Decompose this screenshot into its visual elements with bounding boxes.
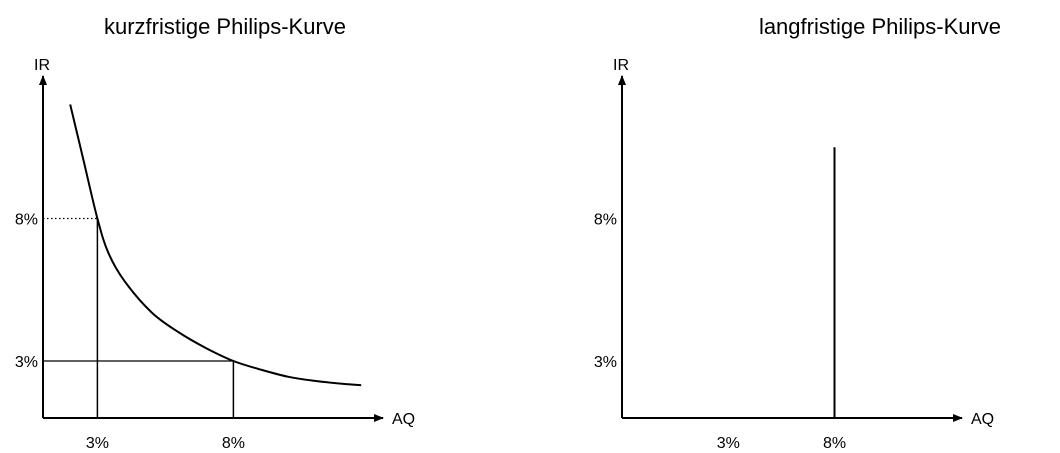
chart-title: kurzfristige Philips-Kurve (104, 14, 346, 39)
x-tick-label: 8% (222, 435, 245, 452)
x-axis-label: AQ (392, 411, 415, 428)
y-tick-label: 3% (15, 354, 38, 371)
x-tick-label: 8% (823, 435, 846, 452)
y-axis-label: IR (34, 57, 50, 74)
x-axis-label: AQ (971, 411, 994, 428)
plot-area: 3% 8% 8% 3% (594, 147, 846, 452)
y-tick-label: 8% (594, 212, 617, 229)
long-run-phillips-chart: langfristige Philips-Kurve IR AQ 3% 8%8%3… (594, 14, 1001, 452)
y-tick-label: 8% (15, 212, 38, 229)
plot-area: 3% 8% 8% 3% (15, 104, 362, 452)
series-line-0 (69, 104, 362, 387)
x-tick-label: 3% (86, 435, 109, 452)
short-run-phillips-chart: kurzfristige Philips-Kurve IR AQ 3% 8%8%3… (15, 14, 415, 452)
chart-title: langfristige Philips-Kurve (759, 14, 1001, 39)
x-tick-label: 3% (717, 435, 740, 452)
y-axis-label: IR (613, 57, 629, 74)
y-tick-label: 3% (594, 354, 617, 371)
